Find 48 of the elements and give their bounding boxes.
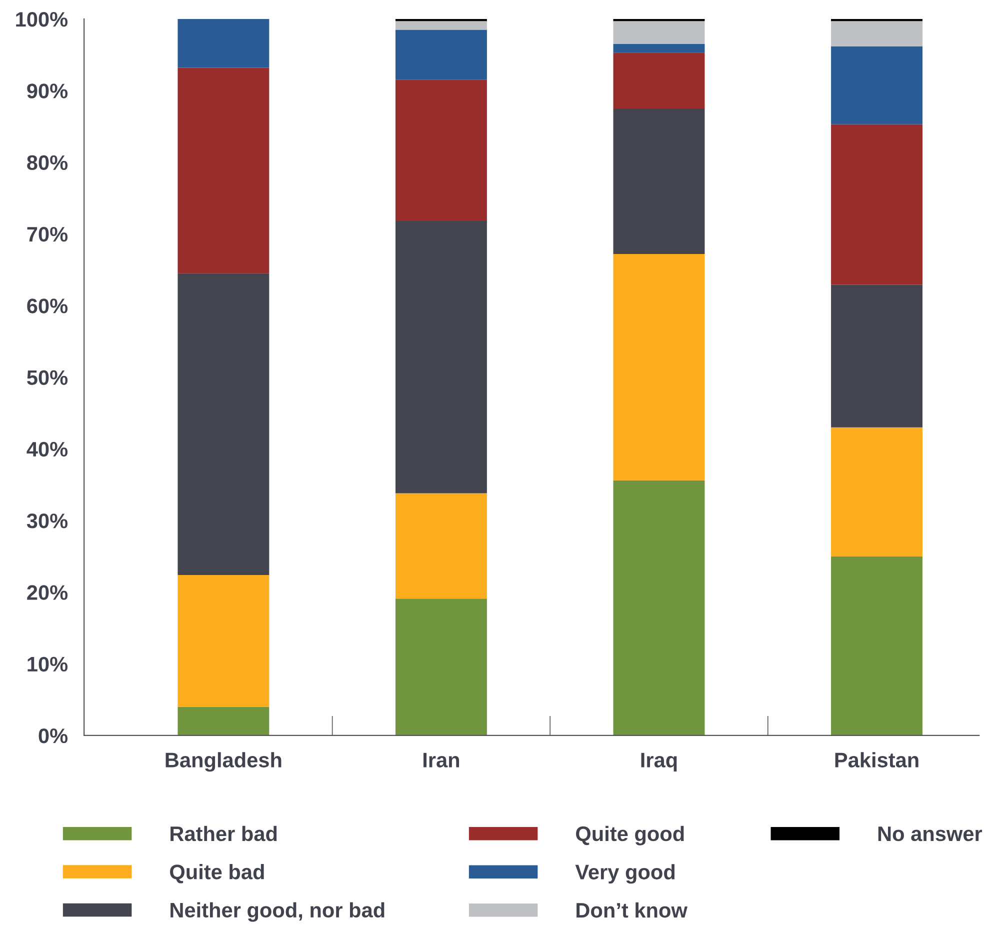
legend-label: Quite bad [170,864,264,884]
bar [831,21,922,46]
y-tick-label: 0% [38,728,68,744]
bar [613,44,705,53]
legend-label: No answer [878,826,982,842]
bar [831,556,922,736]
bar [178,18,270,68]
y-tick-label: 60% [27,298,68,314]
legend-label: Quite good [576,826,684,846]
x-tick-label: Iran [424,752,460,768]
y-tick-label: 50% [27,370,68,385]
y-tick-label: 30% [26,514,68,528]
y-tick-label: 80% [27,155,68,170]
bar [831,427,922,556]
y-tick-label: 40% [26,442,68,457]
bar [831,124,922,285]
x-tick-label: Bangladesh [166,752,282,772]
bar [395,493,487,599]
bar [831,46,922,124]
bar [831,18,922,22]
bar [395,21,487,30]
bar [613,18,705,22]
bar [178,68,270,274]
bar [831,284,922,428]
bar [613,480,705,736]
y-tick-label: 10% [28,656,68,672]
x-tick-label: Pakistan [835,752,918,768]
bar [395,18,487,22]
bar [395,30,487,80]
bar [613,108,705,254]
y-tick-label: 70% [27,226,68,242]
bar [395,221,487,494]
y-tick-label: 100% [16,12,68,27]
legend-label: Don’t know [576,902,688,918]
bar [395,80,487,222]
bar [178,574,270,707]
legend-label: Rather bad [170,826,277,842]
bar [613,254,705,480]
bar [613,21,705,44]
bar [178,273,270,575]
legend-label: Very good [575,864,675,884]
bar [613,52,705,109]
x-tick-label: Iraq [641,752,677,772]
y-tick-label: 20% [27,585,68,600]
legend-label: Neither good, nor bad [170,902,384,922]
bar [178,706,270,736]
bar [395,598,487,736]
y-tick-label: 90% [27,84,68,98]
